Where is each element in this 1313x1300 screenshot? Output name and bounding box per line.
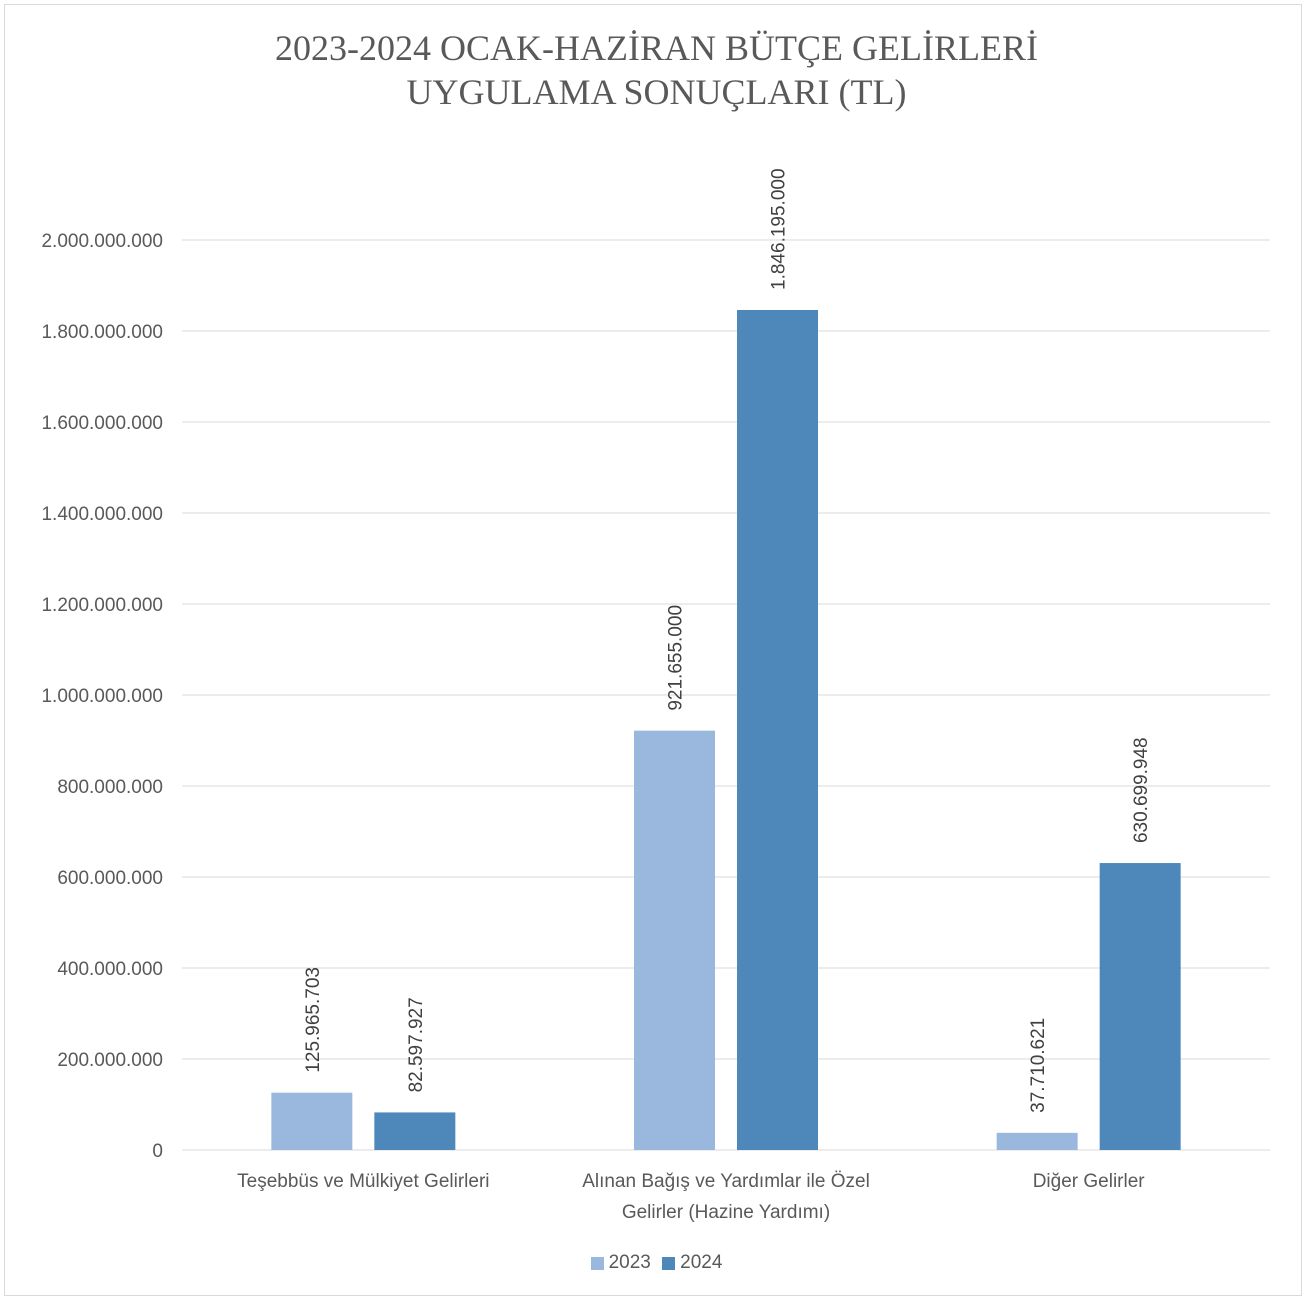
- y-tick-label: 600.000.000: [57, 868, 163, 889]
- category-label: Gelirler (Hazine Yardımı): [622, 1202, 830, 1223]
- y-tick-label: 1.200.000.000: [41, 595, 163, 616]
- legend-label-2023: 2023: [608, 1252, 651, 1273]
- category-label: Diğer Gelirler: [1033, 1171, 1146, 1192]
- chart-title-line-1: 2023-2024 OCAK-HAZİRAN BÜTÇE GELİRLERİ: [275, 28, 1038, 68]
- data-label-2024: 82.597.927: [406, 997, 427, 1092]
- chart-title-line-2: UYGULAMA SONUÇLARI (TL): [406, 72, 907, 112]
- y-tick-label: 1.800.000.000: [41, 322, 163, 343]
- y-tick-label: 400.000.000: [57, 959, 163, 980]
- y-tick-label: 2.000.000.000: [41, 231, 163, 252]
- legend-swatch-2024: [662, 1256, 676, 1270]
- legend-item-2024: 2024: [662, 1252, 722, 1274]
- y-tick-label: 800.000.000: [57, 777, 163, 798]
- legend: 2023 2024: [0, 1252, 1313, 1276]
- data-labels: 125.965.703 82.597.927 921.655.000 1.846.19…: [303, 168, 1152, 1112]
- y-tick-label: 1.600.000.000: [41, 413, 163, 434]
- bar-2024: [737, 309, 818, 1150]
- category-labels: Teşebbüs ve Mülkiyet Gelirleri Alınan Bağ…: [237, 1171, 1145, 1223]
- legend-label-2024: 2024: [680, 1252, 723, 1273]
- y-tick-label: 1.400.000.000: [41, 504, 163, 525]
- bar-2024: [374, 1112, 456, 1150]
- data-label-2023: 125.965.703: [303, 967, 324, 1073]
- bar-2023: [996, 1132, 1078, 1150]
- data-label-2024: 630.699.948: [1131, 737, 1152, 843]
- gridlines: [182, 239, 1270, 1151]
- data-label-2023: 37.710.621: [1028, 1018, 1049, 1113]
- bars: [271, 309, 1181, 1150]
- data-label-2024: 1.846.195.000: [769, 168, 790, 290]
- bar-2023: [271, 1092, 353, 1150]
- chart-title: 2023-2024 OCAK-HAZİRAN BÜTÇE GELİRLERİ U…: [0, 26, 1313, 114]
- bar-2024: [1099, 863, 1181, 1150]
- legend-swatch-2023: [590, 1256, 604, 1270]
- y-axis-ticks: 0 200.000.000 400.000.000 600.000.000 800.00…: [41, 231, 163, 1162]
- legend-item-2023: 2023: [590, 1252, 651, 1274]
- y-tick-label: 0: [152, 1141, 163, 1162]
- category-label: Teşebbüs ve Mülkiyet Gelirleri: [237, 1171, 489, 1192]
- bar-2023: [634, 730, 715, 1150]
- category-label: Alınan Bağış ve Yardımlar ile Özel: [582, 1171, 870, 1192]
- data-label-2023: 921.655.000: [666, 605, 687, 711]
- y-tick-label: 200.000.000: [57, 1050, 163, 1071]
- y-tick-label: 1.000.000.000: [41, 686, 163, 707]
